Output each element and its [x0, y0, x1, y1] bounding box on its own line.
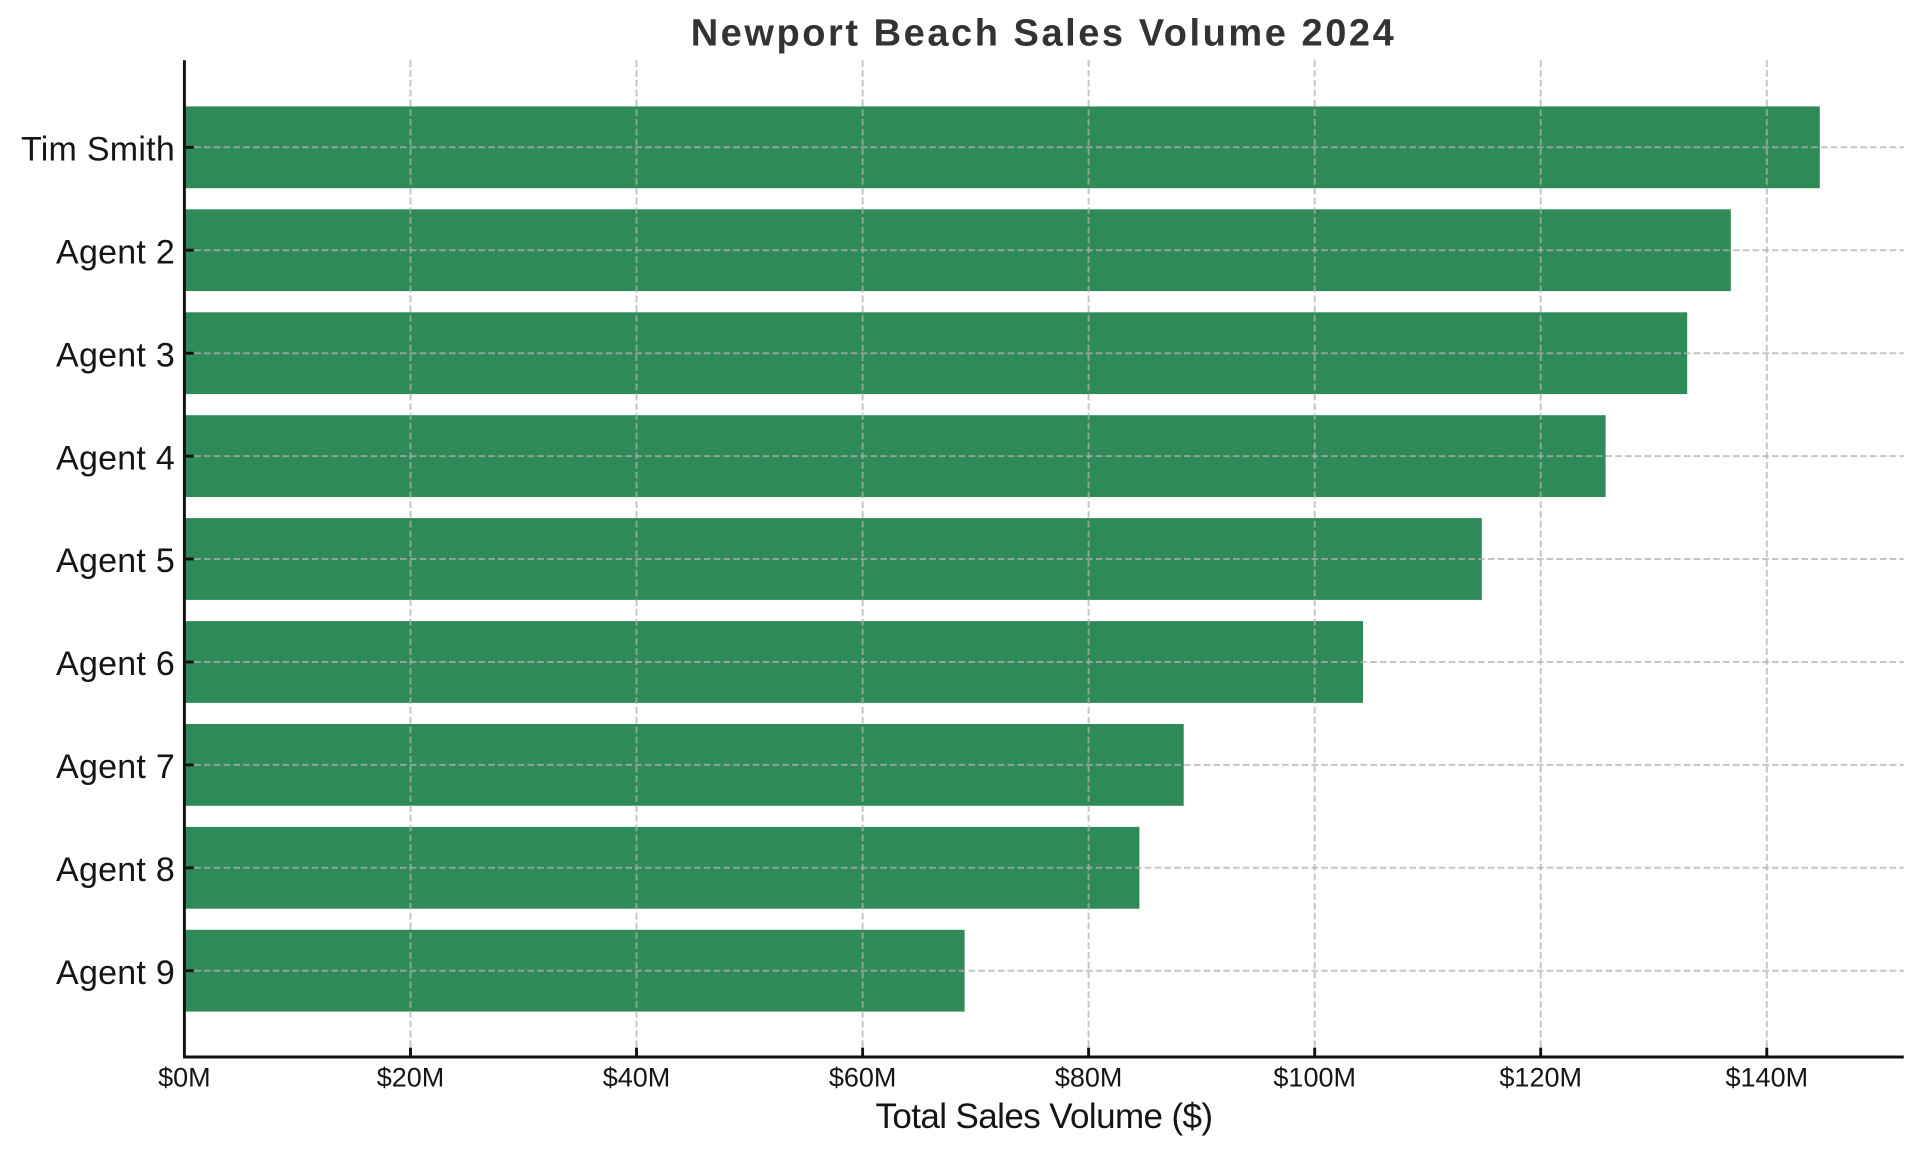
svg-text:$60M: $60M — [829, 1063, 897, 1093]
svg-text:Agent 5: Agent 5 — [56, 542, 175, 580]
svg-text:$40M: $40M — [603, 1063, 671, 1093]
svg-text:Newport Beach Sales Volume 202: Newport Beach Sales Volume 2024 — [691, 13, 1397, 55]
svg-text:$120M: $120M — [1499, 1063, 1582, 1093]
svg-text:$20M: $20M — [377, 1063, 445, 1093]
svg-text:Total Sales Volume ($): Total Sales Volume ($) — [876, 1097, 1213, 1136]
svg-text:Tim Smith: Tim Smith — [21, 131, 175, 169]
svg-text:$100M: $100M — [1273, 1063, 1356, 1093]
svg-text:$0M: $0M — [158, 1063, 211, 1093]
svg-text:$140M: $140M — [1726, 1063, 1809, 1093]
svg-text:Agent 7: Agent 7 — [56, 748, 175, 786]
svg-text:Agent 2: Agent 2 — [56, 233, 175, 271]
svg-text:Agent 4: Agent 4 — [56, 439, 175, 477]
svg-text:Agent 6: Agent 6 — [56, 645, 175, 683]
svg-text:Agent 3: Agent 3 — [56, 336, 175, 374]
svg-text:$80M: $80M — [1055, 1063, 1123, 1093]
svg-text:Agent 8: Agent 8 — [56, 851, 175, 889]
svg-text:Agent 9: Agent 9 — [56, 954, 175, 992]
